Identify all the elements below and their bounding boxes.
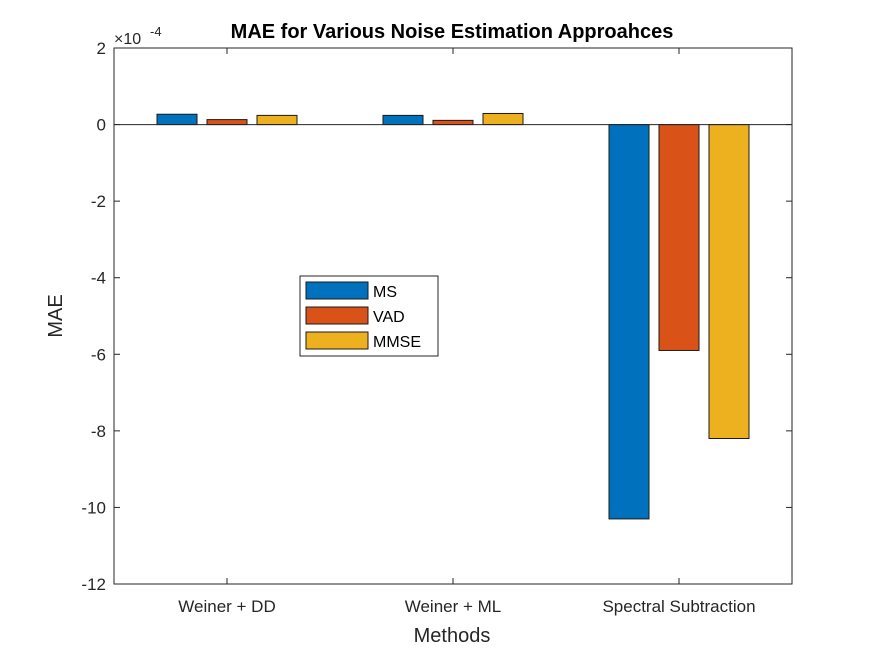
x-tick-label: Weiner + DD bbox=[178, 597, 275, 616]
legend: MS VAD MMSE bbox=[299, 275, 439, 357]
legend-label-ms: MS bbox=[373, 284, 397, 301]
bar-mmse-1 bbox=[256, 114, 298, 126]
y-axis-ticks: -12 -10 -8 -6 -4 -2 0 2 bbox=[81, 39, 792, 594]
bars-group bbox=[156, 112, 750, 520]
y-tick-label: -6 bbox=[91, 345, 106, 364]
scale-factor-base: ×10 bbox=[114, 31, 141, 48]
x-axis-ticks: Weiner + DD Weiner + ML Spectral Subtracti… bbox=[178, 48, 756, 616]
bar-mmse-2 bbox=[482, 112, 524, 126]
bar-mmse-3 bbox=[708, 124, 750, 440]
y-axis-label: MAE bbox=[45, 294, 67, 337]
y-tick-label: 2 bbox=[97, 39, 106, 58]
bar-ms-3 bbox=[608, 124, 650, 520]
bar-vad-1 bbox=[206, 119, 248, 126]
legend-swatch-ms bbox=[305, 281, 369, 300]
legend-label-vad: VAD bbox=[373, 309, 405, 326]
x-tick-label: Spectral Subtraction bbox=[602, 597, 755, 616]
bar-ms-2 bbox=[382, 114, 424, 126]
x-axis-label: Methods bbox=[414, 625, 491, 647]
bar-ms-1 bbox=[156, 113, 198, 126]
chart-title: MAE for Various Noise Estimation Approah… bbox=[231, 21, 674, 43]
y-tick-label: 0 bbox=[97, 116, 106, 135]
legend-label-mmse: MMSE bbox=[373, 334, 421, 351]
bar-vad-2 bbox=[432, 119, 474, 126]
scale-factor-exponent: -4 bbox=[150, 24, 162, 39]
y-tick-label: -2 bbox=[91, 192, 106, 211]
bar-vad-3 bbox=[658, 124, 700, 351]
y-tick-label: -8 bbox=[91, 422, 106, 441]
scale-factor: ×10 -4 bbox=[114, 24, 162, 48]
y-tick-label: -12 bbox=[81, 575, 106, 594]
legend-swatch-vad bbox=[305, 306, 369, 325]
x-tick-label: Weiner + ML bbox=[405, 597, 502, 616]
y-tick-label: -10 bbox=[81, 498, 106, 517]
legend-swatch-mmse bbox=[305, 331, 369, 350]
y-tick-label: -4 bbox=[91, 269, 106, 288]
